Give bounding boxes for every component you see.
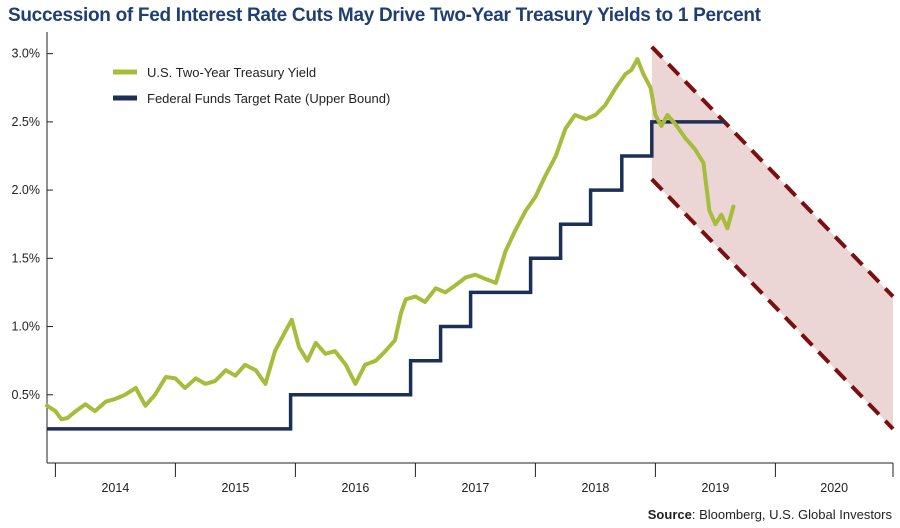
projection-lower-line [650, 177, 895, 431]
y-tick-label: 2.5% [12, 115, 41, 129]
series-treasury-line [45, 57, 736, 422]
chart-axes: 0.5% 1.0% 1.5% 2.0% 2.5% 3.0% 2014 2015 2016 2017… [12, 32, 894, 495]
chart-series [45, 57, 736, 431]
x-tick-label: 2015 [221, 481, 249, 495]
x-tick-label: 2020 [820, 481, 848, 495]
x-tick-label: 2019 [701, 481, 729, 495]
chart-legend: U.S. Two-Year Treasury Yield Federal Fun… [113, 65, 390, 106]
y-tick-label: 1.0% [12, 320, 41, 334]
chart-title: Succession of Fed Interest Rate Cuts May… [8, 5, 761, 26]
y-tick-label: 3.0% [12, 47, 41, 61]
x-tick-label: 2018 [581, 481, 609, 495]
x-tick-label: 2016 [341, 481, 369, 495]
source-text: : Bloomberg, U.S. Global Investors [691, 507, 892, 522]
y-tick-label: 2.0% [12, 183, 41, 197]
legend-label-treasury: U.S. Two-Year Treasury Yield [147, 65, 316, 80]
projection-channel-fill [651, 46, 893, 429]
x-tick-label: 2014 [101, 481, 129, 495]
projection-channel [650, 45, 895, 431]
x-tick-label: 2017 [461, 481, 489, 495]
legend-label-fed-funds: Federal Funds Target Rate (Upper Bound) [147, 91, 390, 106]
source-note: Source: Bloomberg, U.S. Global Investors [648, 507, 892, 522]
source-label: Source [647, 507, 692, 522]
projection-upper-line [650, 45, 895, 298]
y-tick-label: 1.5% [12, 251, 41, 265]
y-tick-label: 0.5% [12, 388, 41, 402]
series-fed-funds-line [47, 120, 725, 431]
